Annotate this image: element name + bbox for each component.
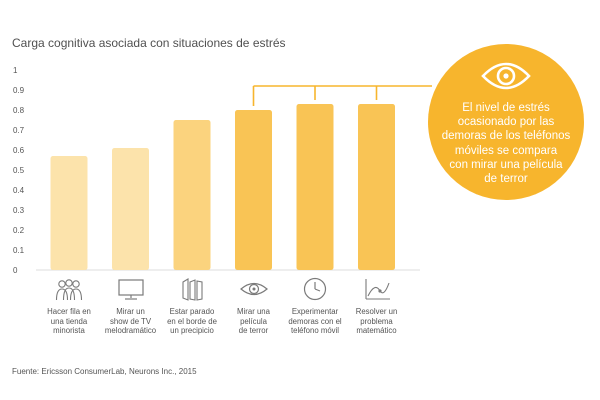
category-label: Mirar una película de terror	[237, 307, 270, 336]
y-tick-label: 0.8	[13, 106, 25, 115]
precipice-icon	[182, 278, 203, 301]
y-tick-label: 0.3	[13, 206, 25, 215]
tv-icon	[117, 279, 144, 300]
y-tick-label: 0	[13, 266, 18, 275]
y-tick-label: 0.7	[13, 126, 25, 135]
chart-title: Carga cognitiva asociada con situaciones…	[12, 36, 286, 50]
bar	[358, 104, 395, 270]
people-queue-icon	[55, 279, 83, 301]
clock-icon	[303, 277, 327, 301]
y-tick-label: 0.9	[13, 86, 25, 95]
bar	[173, 120, 211, 270]
bar	[296, 104, 334, 270]
y-tick-label: 1	[13, 66, 18, 75]
y-tick-label: 0.6	[13, 146, 25, 155]
y-tick-label: 0.4	[13, 186, 25, 195]
bar	[235, 110, 272, 270]
callout-connector	[252, 85, 432, 106]
eye-icon	[239, 282, 268, 296]
source-note: Fuente: Ericsson ConsumerLab, Neurons In…	[12, 367, 197, 376]
bar	[50, 156, 88, 270]
y-tick-label: 0.1	[13, 246, 25, 255]
category-label: Mirar un show de TV melodramático	[104, 307, 157, 336]
math-graph-icon	[364, 279, 390, 300]
eye-icon	[481, 62, 531, 90]
category-label: Experimentar demoras con el teléfono móv…	[288, 307, 342, 336]
category-label: Hacer fila en una tienda minorista	[47, 307, 91, 336]
callout-circle: El nivel de estrés ocasionado por las de…	[428, 44, 584, 200]
category-label: Resolver un problema matemático	[355, 307, 398, 336]
y-tick-label: 0.2	[13, 226, 25, 235]
category-label: Estar parado en el borde de un precipici…	[167, 307, 217, 336]
y-axis-tick-labels: 0 0.1 0.2 0.3 0.4 0.5 0.6 0.7 0.8 0.9 1	[13, 66, 25, 275]
bar	[112, 148, 149, 270]
bar-series	[50, 104, 395, 270]
callout-text: El nivel de estrés ocasionado por las de…	[441, 102, 571, 186]
y-tick-label: 0.5	[13, 166, 25, 175]
